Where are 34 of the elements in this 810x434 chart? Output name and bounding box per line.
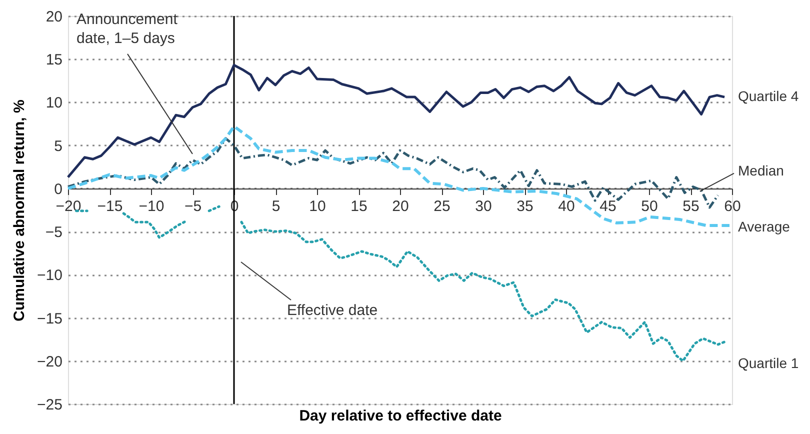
y-tick-label: 15 — [46, 52, 62, 69]
x-tick-label: −10 — [138, 198, 164, 215]
x-axis-title: Day relative to effective date — [299, 408, 502, 424]
y-tick-label: 0 — [54, 180, 62, 198]
x-tick-label: −15 — [97, 198, 123, 215]
x-tick-label: 15 — [350, 198, 368, 215]
y-tick-label: −10 — [37, 267, 62, 284]
y-axis-title: Cumulative abnormal return, % — [11, 100, 28, 322]
x-tick-label: 45 — [600, 198, 616, 215]
series-label: Quartile 4 — [738, 88, 799, 104]
series-label: Quartile 1 — [738, 354, 799, 371]
y-tick-label: −15 — [37, 310, 62, 328]
x-tick-label: 20 — [392, 198, 409, 215]
line-series — [66, 64, 726, 178]
y-tick-label: 20 — [46, 8, 62, 26]
annotation: Announcement date, 1–5 days — [76, 10, 178, 47]
annotation: Effective date — [287, 302, 378, 319]
y-tick-label: −20 — [37, 353, 62, 370]
series-label: Median — [738, 162, 784, 178]
x-tick-label: 40 — [558, 198, 575, 215]
y-tick-label: −5 — [45, 224, 62, 242]
y-tick-label: 10 — [46, 94, 62, 112]
y-tick-label: 5 — [54, 138, 62, 155]
x-tick-label: −5 — [184, 198, 202, 215]
x-tick-label: 5 — [272, 198, 280, 215]
x-tick-label: 10 — [309, 198, 326, 215]
x-tick-label: 25 — [434, 198, 450, 215]
x-tick-label: 35 — [516, 198, 534, 215]
series-label: Average — [738, 218, 790, 235]
y-tick-label: −25 — [37, 396, 62, 414]
x-tick-label: 50 — [641, 198, 658, 215]
x-tick-label: 60 — [724, 198, 741, 215]
x-tick-label: 55 — [682, 198, 700, 215]
x-tick-label: 30 — [475, 198, 492, 215]
